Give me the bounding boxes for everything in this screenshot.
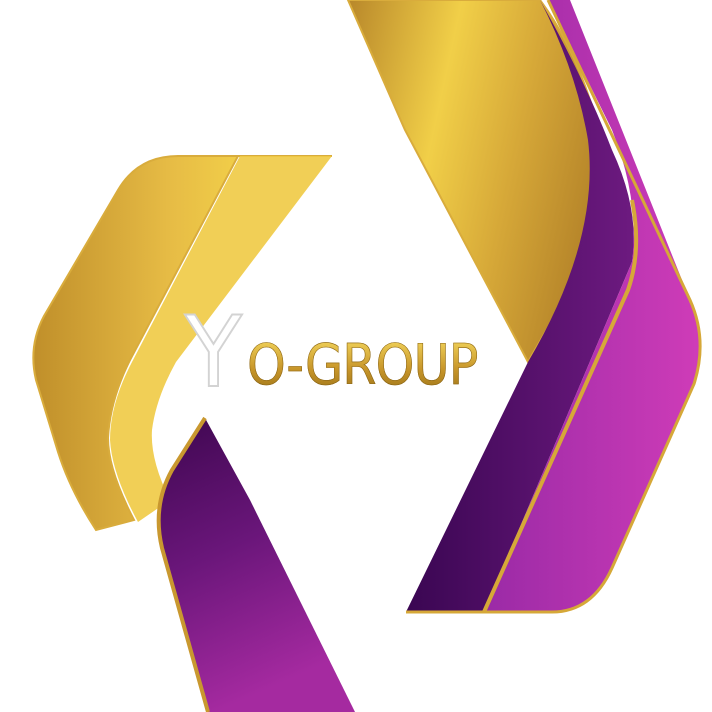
right-magenta-band — [484, 0, 701, 612]
left-gold-fold — [110, 156, 332, 522]
right-gold-divider — [482, 199, 639, 613]
wordmark-rest: O-GROUP — [247, 333, 479, 398]
right-gold-outline — [406, 0, 702, 614]
right-purple-band — [406, 0, 634, 612]
wordmark-initial: Y — [184, 296, 243, 410]
left-gold-edge — [156, 416, 210, 712]
left-purple-band — [158, 418, 355, 712]
left-gold-band — [32, 155, 332, 532]
